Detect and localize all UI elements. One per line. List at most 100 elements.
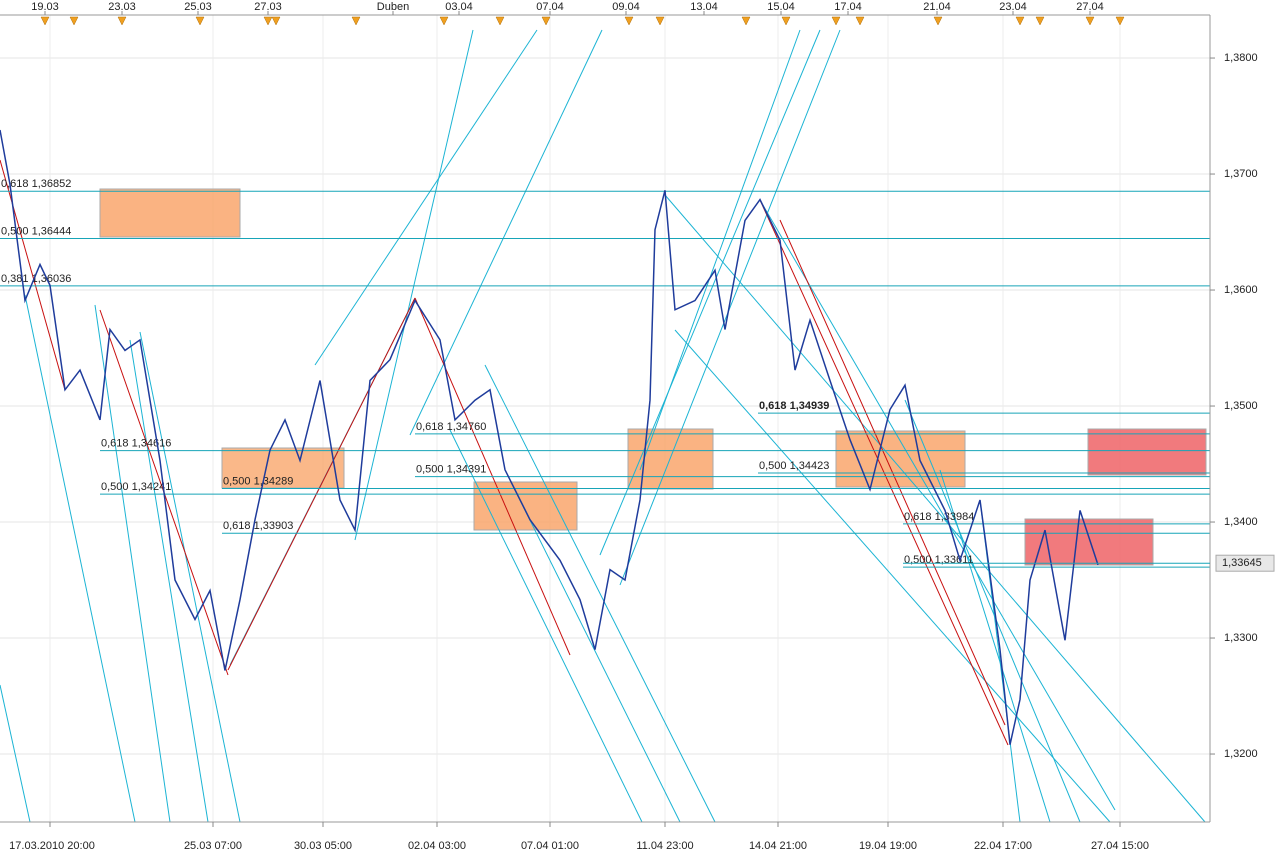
top-tick-label: 27.04	[1076, 1, 1104, 13]
trend-line	[139, 331, 241, 823]
x-tick-label: 27.04 15:00	[1091, 840, 1149, 852]
last-price-box	[1215, 554, 1275, 572]
top-tick-label: 19.03	[31, 1, 59, 13]
event-marker	[271, 16, 281, 26]
zone	[1087, 428, 1207, 476]
event-marker	[741, 16, 751, 26]
event-marker	[624, 16, 634, 26]
event-marker	[117, 16, 127, 26]
x-tick-label: 07.04 01:00	[521, 840, 579, 852]
event-marker	[855, 16, 865, 26]
trend-line	[129, 339, 209, 823]
trend-line	[904, 399, 1081, 823]
x-tick-label: 19.04 19:00	[859, 840, 917, 852]
fib-label: 0,500 1,34391	[416, 464, 486, 476]
trend-line	[939, 469, 1051, 823]
fib-label: 0,618 1,34616	[101, 437, 171, 449]
fib-label: 0,381 1,36036	[1, 273, 71, 285]
zone	[1024, 518, 1154, 566]
fib-label: 0,618 1,34760	[416, 421, 486, 433]
top-tick-label: 21.04	[923, 1, 951, 13]
fib-label: 0,618 1,33984	[904, 511, 974, 523]
event-marker	[439, 16, 449, 26]
y-tick-label: 1,3500	[1224, 400, 1258, 412]
event-marker	[1085, 16, 1095, 26]
top-tick-label: Duben	[377, 1, 409, 13]
trend-line	[0, 684, 31, 823]
event-marker	[495, 16, 505, 26]
trend-line	[24, 294, 136, 823]
y-tick-label: 1,3600	[1224, 284, 1258, 296]
event-marker	[195, 16, 205, 26]
top-tick-label: 13.04	[690, 1, 718, 13]
fib-label: 0,618 1,33903	[223, 520, 293, 532]
fib-label: 0,500 1,33611	[904, 554, 974, 566]
top-tick-label: 17.04	[834, 1, 862, 13]
event-marker	[263, 16, 273, 26]
trend-line	[674, 329, 1111, 823]
x-tick-label: 22.04 17:00	[974, 840, 1032, 852]
fib-label: 0,618 1,36852	[1, 178, 71, 190]
y-tick-label: 1,3300	[1224, 632, 1258, 644]
top-tick-label: 07.04	[536, 1, 564, 13]
event-marker	[781, 16, 791, 26]
fib-label: 0,500 1,36444	[1, 225, 71, 237]
zone	[99, 188, 241, 238]
y-tick-label: 1,3400	[1224, 516, 1258, 528]
top-tick-label: 15.04	[767, 1, 795, 13]
y-tick-label: 1,3200	[1224, 748, 1258, 760]
x-tick-label: 17.03.2010 20:00	[9, 840, 95, 852]
event-marker	[40, 16, 50, 26]
event-marker	[1035, 16, 1045, 26]
event-marker	[541, 16, 551, 26]
x-tick-label: 30.03 05:00	[294, 840, 352, 852]
axes: 1,3200 1,3300 1,3400 1,3500 1,3600 1,3700 1,38…	[9, 1, 1275, 852]
event-marker	[1115, 16, 1125, 26]
trend-line	[314, 29, 538, 366]
trend-line	[759, 199, 1116, 811]
trend-line	[449, 429, 643, 823]
x-tick-label: 11.04 23:00	[636, 840, 693, 852]
price-series	[0, 129, 1099, 745]
trend-line	[94, 304, 171, 823]
event-marker	[351, 16, 361, 26]
y-tick-label: 1,3800	[1224, 52, 1258, 64]
top-tick-label: 09.04	[612, 1, 640, 13]
price-line	[0, 129, 1099, 745]
y-tick-label: 1,3700	[1224, 168, 1258, 180]
fib-levels: 0,618 1,36852 0,500 1,36444 0,381 1,36036 0…	[0, 178, 1210, 568]
zone	[221, 447, 345, 489]
fib-label: 0,500 1,34423	[759, 460, 829, 472]
top-tick-label: 25.03	[184, 1, 212, 13]
x-tick-label: 14.04 21:00	[749, 840, 807, 852]
zone	[473, 481, 578, 531]
fib-label: 0,500 1,34289	[223, 475, 293, 487]
trend-line	[409, 29, 603, 436]
last-price-label: 1,33645	[1222, 557, 1262, 569]
top-tick-label: 23.04	[999, 1, 1027, 13]
trend-line	[227, 297, 416, 671]
trend-line	[639, 29, 801, 471]
top-tick-label: 03.04	[445, 1, 473, 13]
x-tick-label: 25.03 07:00	[184, 840, 242, 852]
event-marker	[69, 16, 79, 26]
top-tick-label: 27.03	[254, 1, 282, 13]
top-tick-label: 23.03	[108, 1, 136, 13]
trend-line	[509, 479, 681, 823]
trend-line	[619, 29, 841, 586]
top-axis-band	[0, 0, 1210, 15]
fib-label: 0,618 1,34939	[759, 400, 829, 412]
bottom-axis-band	[0, 822, 1210, 858]
event-marker	[933, 16, 943, 26]
trend-line	[0, 159, 66, 391]
event-marker	[1015, 16, 1025, 26]
trend-line	[664, 194, 1206, 823]
x-tick-label: 02.04 03:00	[408, 840, 466, 852]
right-axis-band	[1210, 0, 1278, 858]
trend-line	[484, 364, 716, 823]
zone	[835, 430, 966, 488]
event-marker	[655, 16, 665, 26]
event-marker	[831, 16, 841, 26]
trend-line	[354, 29, 474, 541]
